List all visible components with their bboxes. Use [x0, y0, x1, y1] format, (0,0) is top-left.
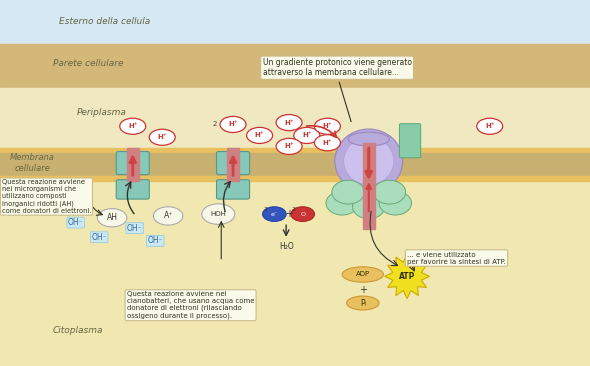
Text: Esterno della cellula: Esterno della cellula: [59, 17, 150, 26]
Text: +: +: [359, 285, 367, 295]
FancyBboxPatch shape: [217, 152, 250, 175]
Text: Periplasma: Periplasma: [77, 108, 127, 117]
Ellipse shape: [343, 137, 394, 185]
Text: A⁺: A⁺: [163, 212, 173, 220]
Circle shape: [263, 207, 286, 221]
Ellipse shape: [335, 129, 402, 193]
Text: H⁺: H⁺: [255, 132, 264, 138]
Bar: [227, 148, 239, 181]
Text: H⁺: H⁺: [323, 140, 332, 146]
Text: H⁺: H⁺: [302, 132, 312, 138]
Text: OH⁻: OH⁻: [68, 218, 83, 227]
Text: Pᵢ: Pᵢ: [360, 299, 366, 307]
Circle shape: [276, 138, 302, 154]
Circle shape: [276, 115, 302, 131]
Text: H⁺: H⁺: [128, 123, 137, 129]
Bar: [0, 88, 590, 181]
Circle shape: [220, 116, 246, 132]
FancyBboxPatch shape: [399, 124, 421, 158]
Text: OH⁻: OH⁻: [91, 233, 107, 242]
Text: Questa reazione avviene
nei microrganismi che
utilizzano composti
inorganici rid: Questa reazione avviene nei microrganism…: [2, 179, 91, 214]
Bar: [0, 148, 590, 153]
Text: H⁺: H⁺: [323, 123, 332, 129]
Circle shape: [314, 135, 340, 151]
Ellipse shape: [352, 195, 385, 219]
Bar: [0, 0, 590, 44]
Circle shape: [149, 129, 175, 145]
Text: +: +: [285, 209, 293, 219]
FancyBboxPatch shape: [116, 180, 149, 199]
Bar: [363, 143, 375, 229]
Circle shape: [120, 118, 146, 134]
Ellipse shape: [332, 180, 364, 204]
Ellipse shape: [326, 191, 359, 215]
Text: HOH: HOH: [211, 211, 226, 217]
Text: OH⁻: OH⁻: [127, 224, 142, 232]
Bar: [0, 181, 590, 366]
Text: ATP: ATP: [399, 272, 415, 281]
Circle shape: [247, 127, 273, 143]
Circle shape: [294, 127, 320, 143]
Ellipse shape: [347, 296, 379, 310]
Circle shape: [202, 204, 235, 224]
Text: H⁺: H⁺: [228, 122, 238, 127]
Ellipse shape: [348, 132, 389, 146]
FancyBboxPatch shape: [217, 180, 250, 199]
Text: Questa reazione avviene nei
cianobatteri, che usano acqua come
donatore di elett: Questa reazione avviene nei cianobatteri…: [127, 291, 254, 319]
Text: H₂O: H₂O: [278, 242, 293, 251]
Text: Citoplasma: Citoplasma: [53, 326, 104, 335]
Circle shape: [477, 118, 503, 134]
Text: Membrana
cellulare: Membrana cellulare: [10, 153, 55, 173]
Text: 2: 2: [292, 207, 296, 212]
Text: H⁺: H⁺: [485, 123, 494, 129]
FancyBboxPatch shape: [116, 152, 149, 175]
Text: ... e viene utilizzato
per favorire la sintesi di ATP.: ... e viene utilizzato per favorire la s…: [407, 251, 506, 265]
Text: H⁺: H⁺: [284, 143, 294, 149]
Bar: [127, 148, 139, 181]
Text: H⁺: H⁺: [284, 120, 294, 126]
Circle shape: [97, 209, 127, 227]
Text: ADP: ADP: [356, 272, 370, 277]
Bar: [0, 153, 590, 176]
Polygon shape: [385, 254, 430, 299]
Text: 2: 2: [264, 207, 267, 212]
Text: Parete cellulare: Parete cellulare: [53, 59, 123, 68]
Text: H⁺: H⁺: [158, 134, 167, 140]
Text: O: O: [300, 212, 305, 217]
Text: e⁻: e⁻: [271, 212, 278, 217]
Text: 2: 2: [213, 122, 217, 127]
Ellipse shape: [379, 191, 412, 215]
Bar: [0, 176, 590, 181]
Circle shape: [291, 207, 314, 221]
Bar: [0, 44, 590, 88]
Ellipse shape: [373, 180, 406, 204]
Circle shape: [314, 118, 340, 134]
Circle shape: [153, 207, 183, 225]
Text: Un gradiente protonico viene generato
attraverso la membrana cellulare...: Un gradiente protonico viene generato at…: [263, 58, 412, 78]
Text: AH: AH: [107, 213, 117, 222]
Text: OH⁻: OH⁻: [148, 236, 163, 245]
Ellipse shape: [342, 267, 384, 282]
